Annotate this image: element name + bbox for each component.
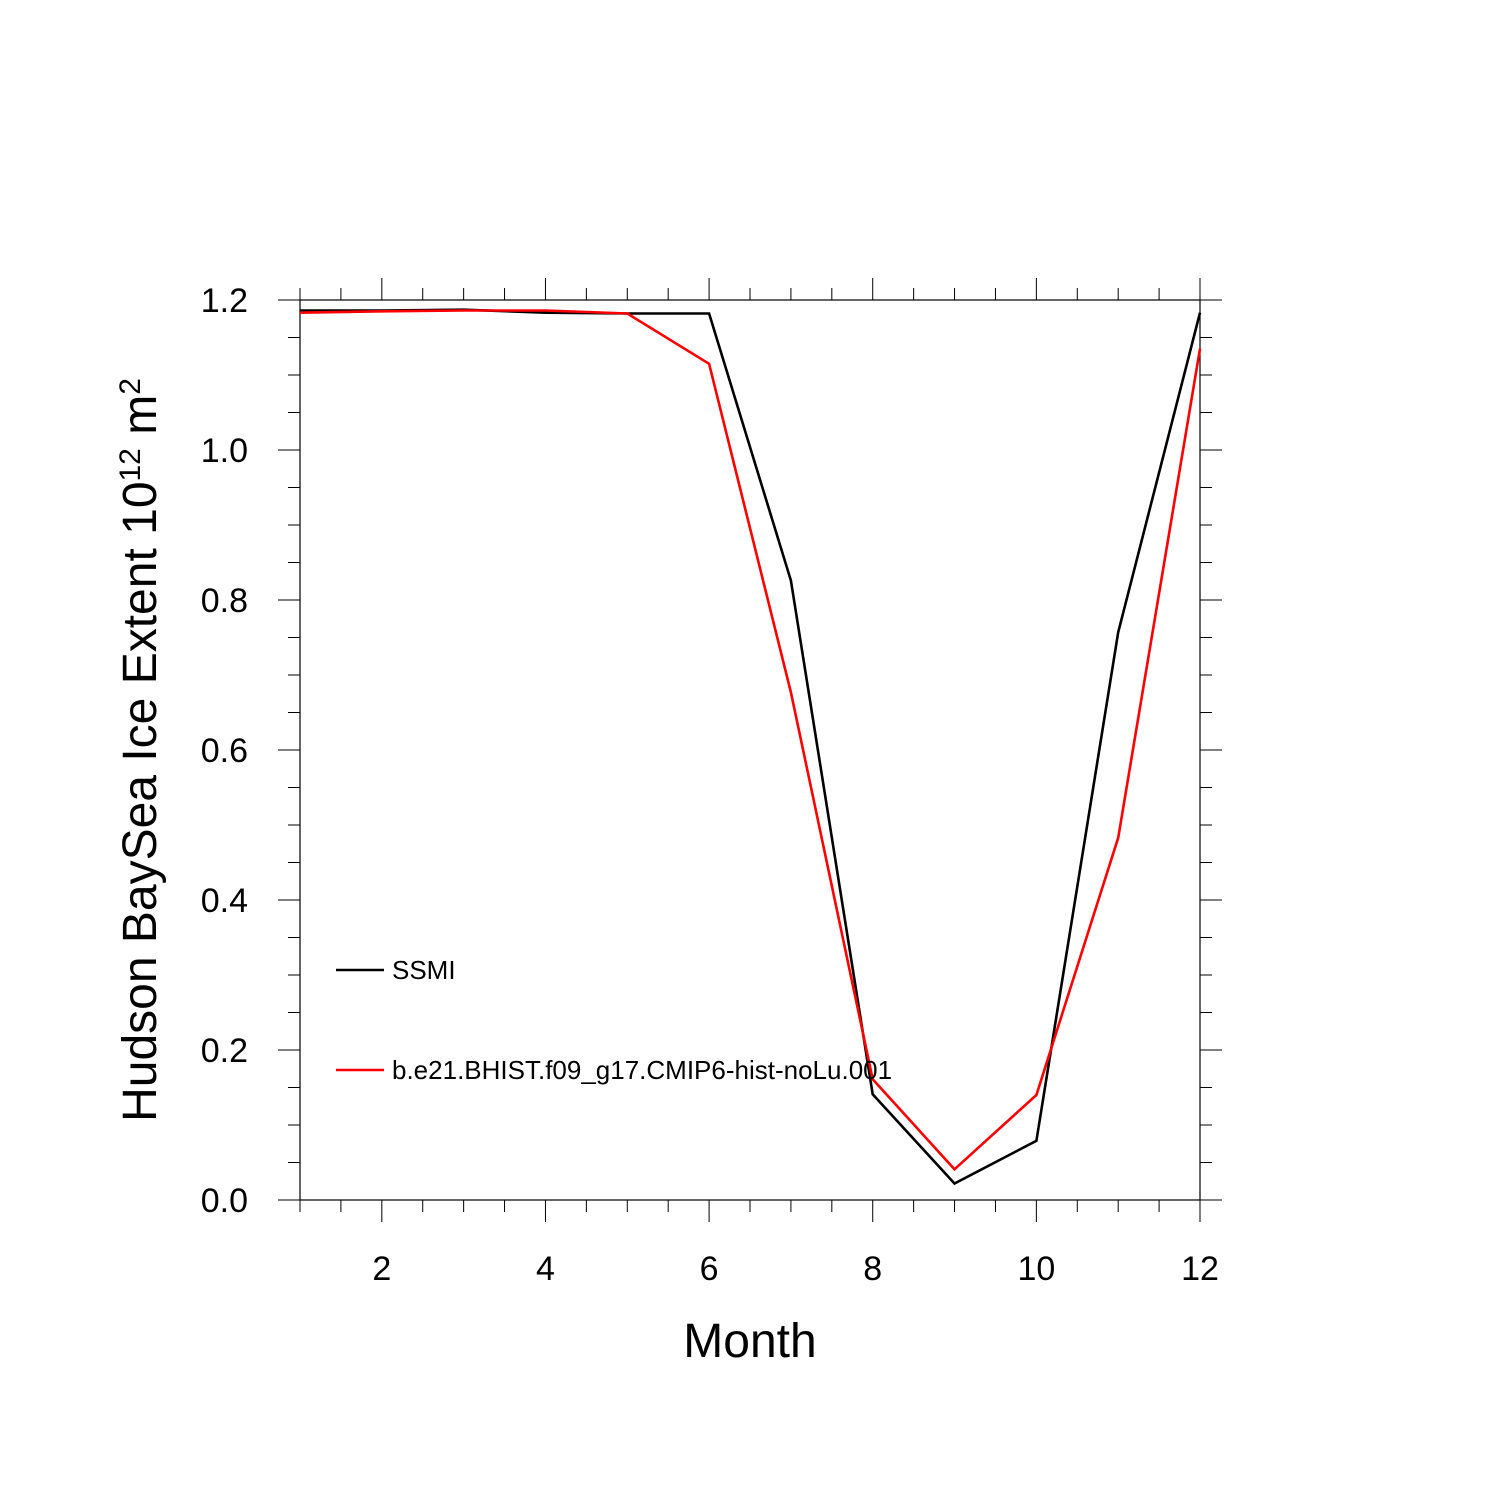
axis-ticks xyxy=(278,278,1222,1222)
x-tick-label: 8 xyxy=(863,1250,882,1288)
y-axis-title-unit: m xyxy=(114,395,167,448)
x-tick-label: 10 xyxy=(1017,1250,1055,1288)
legend-label-0: SSMI xyxy=(392,955,456,985)
y-tick-label: 0.4 xyxy=(201,882,248,920)
y-axis-title-exponent: 12 xyxy=(114,448,147,481)
y-axis-title-unit-exponent: 2 xyxy=(114,378,147,395)
y-tick-label: 0.0 xyxy=(201,1182,248,1220)
x-tick-label: 2 xyxy=(372,1250,391,1288)
y-axis-title: Hudson BaySea Ice Extent 1012 m2 xyxy=(114,378,168,1122)
x-axis-title: Month xyxy=(683,1315,816,1368)
legend-label-1: b.e21.BHIST.f09_g17.CMIP6-hist-noLu.001 xyxy=(392,1055,892,1085)
series-line-1 xyxy=(299,309,1202,1172)
y-tick-label: 1.0 xyxy=(201,432,248,470)
y-tick-label: 0.8 xyxy=(201,582,248,620)
tick-labels: 2 4 6 8 10 12 0.0 0.2 0.4 0.6 0.8 1.0 1.2 xyxy=(201,282,1219,1288)
series-line-0 xyxy=(300,308,1202,1186)
legend: SSMI b.e21.BHIST.f09_g17.CMIP6-hist-noLu.… xyxy=(336,955,892,1085)
x-tick-label: 6 xyxy=(700,1250,719,1288)
y-axis-title-main: Hudson BaySea Ice Extent 10 xyxy=(114,481,167,1121)
x-tick-label: 4 xyxy=(536,1250,555,1288)
y-tick-label: 1.2 xyxy=(201,282,248,320)
y-tick-label: 0.6 xyxy=(201,732,248,770)
y-tick-label: 0.2 xyxy=(201,1032,248,1070)
plot-frame xyxy=(299,299,1201,1201)
series-lines xyxy=(299,308,1202,1186)
x-tick-label: 12 xyxy=(1181,1250,1219,1288)
